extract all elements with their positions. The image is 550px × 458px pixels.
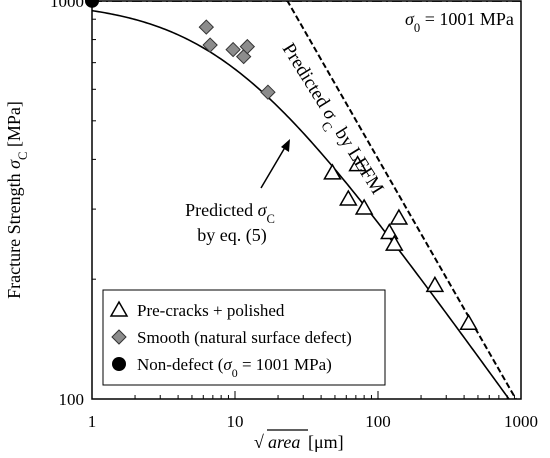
legend-label: Pre-cracks + polished: [137, 301, 285, 320]
data-point-open-triangle-5: [385, 234, 404, 251]
data-point-open-triangle-1: [339, 189, 358, 206]
data-point-open-triangle-6: [389, 208, 409, 225]
x-tick-label: 100: [365, 412, 391, 431]
data-point-gray-diamond-0: [198, 19, 215, 35]
eq5-prediction-curve: [92, 9, 510, 399]
x-tick-label: 1: [88, 412, 97, 431]
y-axis-label: Fracture Strength σC [MPa]: [4, 101, 30, 299]
x-tick-label: 10: [227, 412, 244, 431]
x-tick-label: 1000: [504, 412, 538, 431]
x-axis-label-unit: [μm]: [308, 432, 344, 452]
data-point-open-triangle-2: [348, 155, 367, 172]
y-tick-label: 100: [59, 390, 85, 409]
eq5-label-line1: Predicted σC: [185, 200, 275, 226]
sigma0-label: σ0 = 1001 MPa: [405, 9, 514, 35]
legend-label: Non-defect (σ0 = 1001 MPa): [137, 355, 332, 380]
eq5-label-line2: by eq. (5): [197, 225, 266, 246]
data-point-open-triangle-0: [323, 163, 342, 180]
data-point-open-triangle-4: [380, 223, 399, 240]
x-axis-label-radical: √: [254, 432, 264, 452]
eq5-arrow-shaft: [260, 143, 288, 189]
eq5-arrow-head: [281, 139, 290, 152]
x-axis-label-area: area: [268, 432, 300, 452]
legend-marker-open-triangle: [109, 300, 129, 317]
data-point-open-triangle-3: [354, 198, 374, 215]
legend-box: [102, 289, 386, 386]
legend-label: Smooth (natural surface defect): [137, 328, 352, 347]
x-axis-label: √ area [μm]: [254, 429, 344, 452]
legend-marker-gray-diamond: [111, 329, 127, 345]
data-point-open-triangle-8: [459, 313, 478, 330]
y-axis-label-group: Fracture Strength σC [MPa]: [4, 101, 30, 299]
y-tick-label: 1000: [50, 0, 84, 11]
data-point-gray-diamond-4: [239, 38, 256, 55]
plot-frame: [91, 0, 522, 400]
data-point-gray-diamond-5: [260, 84, 276, 100]
data-point-gray-diamond-1: [202, 37, 218, 53]
data-point-gray-diamond-2: [225, 41, 241, 58]
data-point-open-triangle-7: [425, 275, 445, 293]
legend-marker-black-circle: [112, 357, 126, 371]
